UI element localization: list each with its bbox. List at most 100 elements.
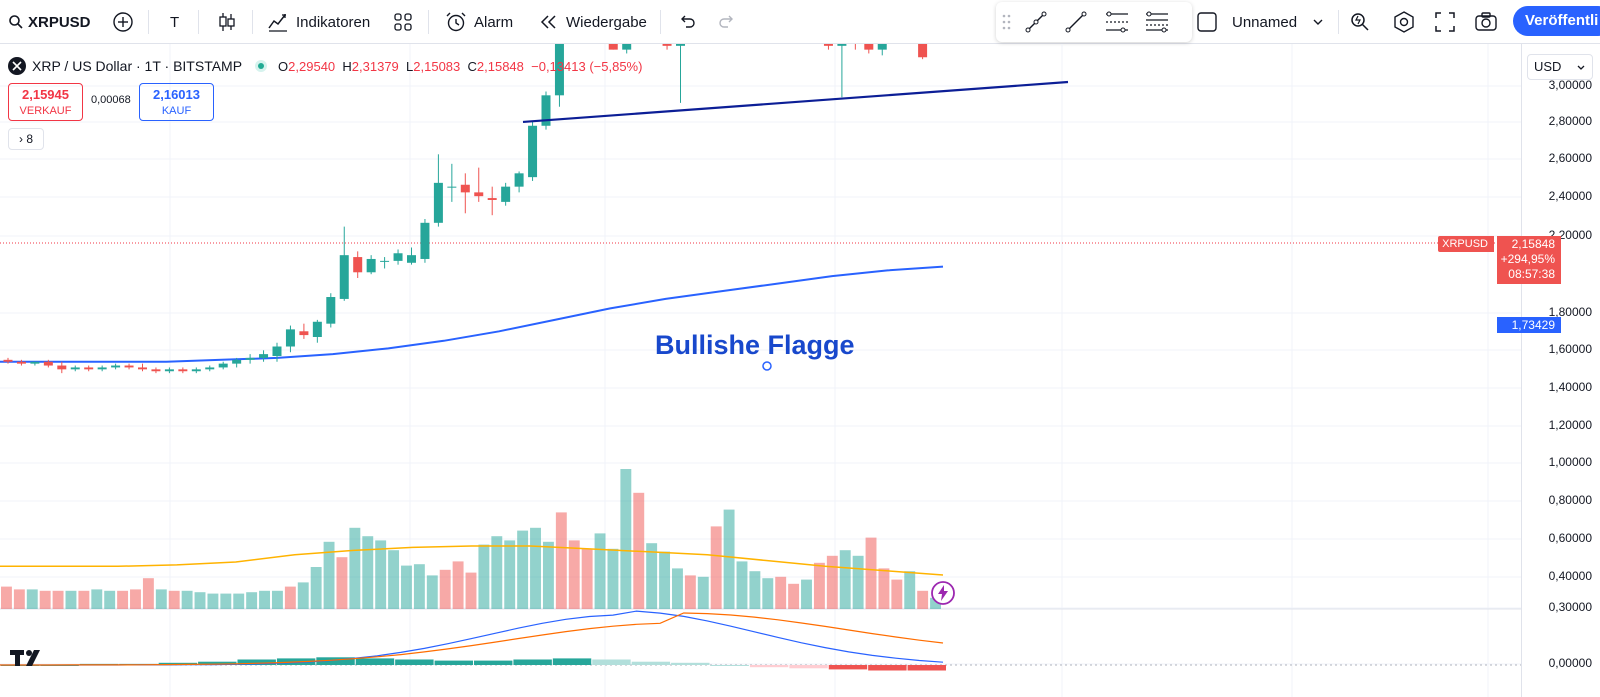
replay-label: Wiedergabe xyxy=(566,13,647,31)
volume-bar xyxy=(297,582,309,609)
macd-histogram-bar xyxy=(868,665,907,671)
snapshot-button[interactable] xyxy=(1474,8,1498,36)
candle-body xyxy=(191,369,201,372)
candle xyxy=(501,182,511,206)
volume-bar xyxy=(801,579,812,609)
buy-button[interactable]: 2,16013 KAUF xyxy=(139,83,214,121)
quick-search-button[interactable] xyxy=(1348,8,1372,36)
indicators-toggle[interactable]: › 8 xyxy=(8,128,44,150)
volume-bar xyxy=(762,578,774,609)
volume-bar xyxy=(878,568,890,609)
volume-bar xyxy=(659,551,671,609)
redo-icon xyxy=(719,15,733,28)
candle-body xyxy=(837,44,847,46)
candle xyxy=(608,44,618,50)
price-axis[interactable]: 3,00000 2,80000 2,60000 2,40000 2,20000 1,800… xyxy=(1521,44,1600,697)
candle xyxy=(877,44,887,56)
rewind-icon xyxy=(540,15,556,29)
volume-bar xyxy=(865,537,877,609)
candle xyxy=(178,367,188,374)
candle xyxy=(676,44,685,103)
candle-body xyxy=(447,186,457,188)
candle-body xyxy=(474,192,484,197)
fib-retracement-icon[interactable] xyxy=(1144,10,1170,34)
grid-icon xyxy=(394,13,412,31)
volume-bar xyxy=(168,590,180,609)
volume-bar xyxy=(233,593,245,609)
timeframe-button[interactable]: T xyxy=(170,8,179,36)
volume-bar xyxy=(813,562,825,609)
annotation-anchor-icon[interactable] xyxy=(761,360,773,372)
publish-button[interactable]: Veröffentli xyxy=(1513,6,1600,36)
trend-line-icon[interactable] xyxy=(1024,10,1048,34)
candle xyxy=(111,363,121,370)
volume-bar xyxy=(130,589,141,609)
volume-bar xyxy=(259,590,270,609)
lightning-alert-icon[interactable] xyxy=(930,580,956,606)
candle-body xyxy=(30,361,40,364)
chevron-down-icon xyxy=(1577,65,1585,70)
price-chart[interactable] xyxy=(0,44,1521,697)
candle-body xyxy=(232,359,242,364)
candle xyxy=(218,361,228,370)
volume-bar xyxy=(91,589,103,609)
replay-button[interactable]: Wiedergabe xyxy=(538,8,647,36)
candle-body xyxy=(151,369,161,372)
currency-selector[interactable]: USD xyxy=(1527,54,1593,80)
camera-icon xyxy=(1475,12,1497,31)
macd-histogram-bar xyxy=(749,665,789,668)
layout-name: Unnamed xyxy=(1232,13,1298,31)
candle-body xyxy=(326,297,336,324)
toolbar-divider xyxy=(148,10,149,34)
fullscreen-button[interactable] xyxy=(1434,8,1456,36)
ma-value-tag: 1,73429 xyxy=(1497,317,1561,333)
volume-bar xyxy=(271,590,283,609)
drag-handle-icon[interactable] xyxy=(1002,14,1012,30)
volume-bar xyxy=(452,561,464,609)
candle-body xyxy=(918,44,928,58)
candle-body xyxy=(138,367,147,370)
currency-label: USD xyxy=(1534,59,1562,74)
volume-bar xyxy=(530,527,541,609)
volume-bar xyxy=(555,512,567,609)
toolbar-divider xyxy=(252,10,253,34)
indicators-button[interactable]: Indikatoren xyxy=(266,8,370,36)
redo-button[interactable] xyxy=(716,8,738,36)
volume-bar xyxy=(594,533,606,609)
candle xyxy=(918,44,928,60)
price-tick-label: 2,40000 xyxy=(1548,189,1592,203)
sell-button[interactable]: 2,15945 VERKAUF xyxy=(8,83,83,121)
macd-histogram-bar xyxy=(789,665,828,669)
templates-button[interactable] xyxy=(392,8,414,36)
flag-annotation[interactable]: Bullishe Flagge xyxy=(655,330,855,360)
price-tick-label: 1,40000 xyxy=(1548,380,1592,394)
volume-bar xyxy=(284,586,296,609)
layout-selector[interactable]: Unnamed xyxy=(1196,8,1325,36)
settings-button[interactable] xyxy=(1392,8,1416,36)
ray-icon[interactable] xyxy=(1064,10,1088,34)
candle xyxy=(823,44,833,50)
volume-bar xyxy=(607,548,619,609)
macd-histogram-bar xyxy=(828,665,868,670)
compare-button[interactable] xyxy=(111,8,135,36)
candle xyxy=(554,44,564,107)
volume-bar xyxy=(117,590,129,609)
candle-body xyxy=(97,367,107,370)
price-tick-label: 0,60000 xyxy=(1548,531,1592,545)
macd-histogram-bar xyxy=(355,658,395,665)
parallel-channel-icon[interactable] xyxy=(1104,10,1130,34)
volume-bar xyxy=(930,597,941,609)
volume-bar xyxy=(426,575,438,609)
candle xyxy=(541,91,551,130)
alarm-button[interactable]: Alarm xyxy=(444,8,513,36)
candle-body xyxy=(662,44,672,46)
volume-bar xyxy=(517,530,529,609)
volume-bar xyxy=(142,578,154,609)
volume-bar xyxy=(826,555,838,609)
symbol-title: XRP / US Dollar · 1T · BITSTAMP xyxy=(32,58,243,74)
candle xyxy=(43,359,53,368)
chart-type-button[interactable] xyxy=(216,8,238,36)
undo-button[interactable] xyxy=(676,8,698,36)
symbol-search-button[interactable]: XRPUSD xyxy=(8,8,91,36)
candle xyxy=(854,44,856,50)
